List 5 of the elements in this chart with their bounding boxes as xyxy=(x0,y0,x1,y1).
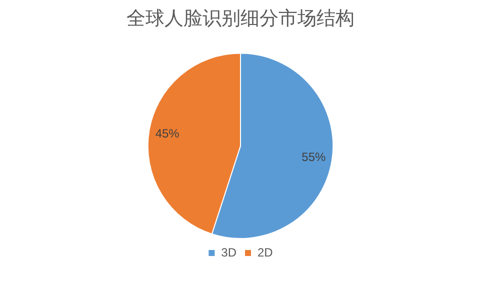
legend-label: 2D xyxy=(258,245,274,260)
chart-title: 全球人脸识别细分市场结构 xyxy=(126,7,354,30)
legend-label: 3D xyxy=(221,245,237,260)
data-label: 55% xyxy=(302,150,326,164)
data-label: 45% xyxy=(155,126,180,141)
